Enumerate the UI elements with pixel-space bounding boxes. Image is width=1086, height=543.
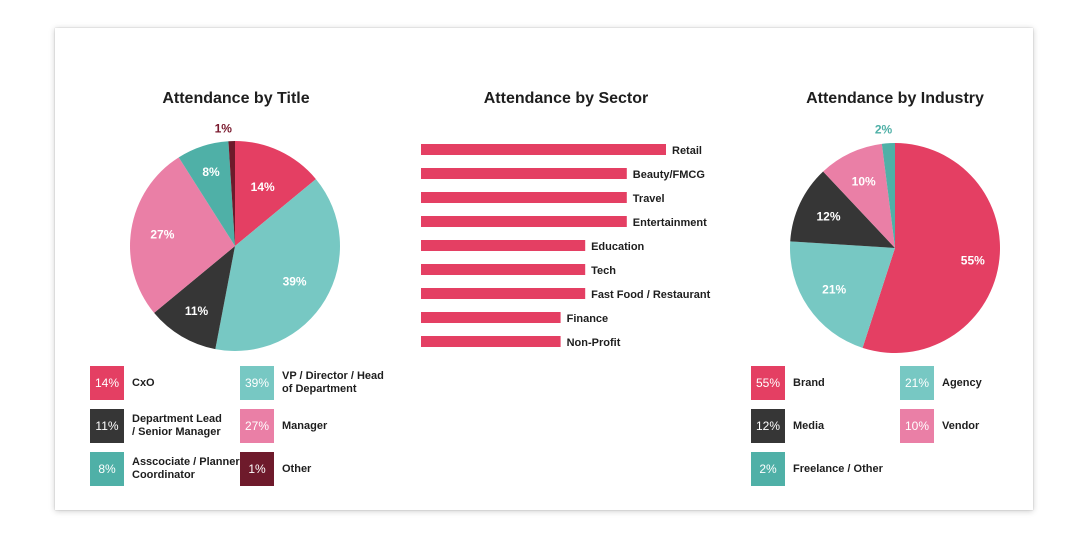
legend-label: Other <box>282 462 312 475</box>
legend-swatch: 1% <box>240 452 274 486</box>
pie-slice-agency <box>790 241 895 348</box>
pie-slice-vp-director-head-of-department <box>215 179 340 352</box>
bar-finance <box>421 312 561 323</box>
bar-fast-food-restaurant <box>421 288 586 299</box>
pie-slice-manager <box>130 157 235 313</box>
pie-label-cxo: 14% <box>251 180 275 194</box>
pie-label-manager: 27% <box>150 228 174 242</box>
legend-swatch: 55% <box>751 366 785 400</box>
pie-slice-cxo <box>235 141 316 246</box>
pie-label-asscociate-planner-coordinator: 8% <box>202 165 220 179</box>
legend-label: CxO <box>132 376 155 389</box>
legend-label: Media <box>793 419 825 432</box>
legend-label: Brand <box>793 376 825 389</box>
bar-label-finance: Finance <box>567 313 609 325</box>
legend-label: Department Lead / Senior Manager <box>132 413 222 438</box>
pie-label-other: 1% <box>215 122 233 136</box>
legend-label: Manager <box>282 419 328 432</box>
legend-label: Freelance / Other <box>793 462 883 475</box>
pie-slice-vendor <box>823 143 895 248</box>
pie-slice-asscociate-planner-coordinator <box>178 141 235 246</box>
bar-education <box>421 240 586 251</box>
bar-label-non-profit: Non-Profit <box>567 337 621 349</box>
legend-swatch: 11% <box>90 409 124 443</box>
legend-swatch: 39% <box>240 366 274 400</box>
legend-swatch: 8% <box>90 452 124 486</box>
legend-swatch: 21% <box>900 366 934 400</box>
pie-label-vendor: 10% <box>852 175 876 189</box>
pie-slice-freelance-other <box>881 143 895 248</box>
title-by-industry: Attendance by Industry <box>806 90 984 107</box>
bar-entertainment <box>421 216 627 227</box>
pie-label-media: 12% <box>816 210 840 224</box>
title-by-title: Attendance by Title <box>162 90 310 107</box>
legend-swatch: 27% <box>240 409 274 443</box>
bar-label-fast-food-restaurant: Fast Food / Restaurant <box>591 289 711 301</box>
bar-label-travel: Travel <box>633 193 665 205</box>
legend-swatch: 14% <box>90 366 124 400</box>
bar-label-retail: Retail <box>672 145 702 157</box>
legend-swatch: 12% <box>751 409 785 443</box>
legend-label: Asscociate / Planner Coordinator <box>132 456 240 481</box>
pie-label-vp-director-head-of-department: 39% <box>283 274 307 288</box>
pie-label-department-lead-senior-manager: 11% <box>185 304 209 318</box>
pie-slice-other <box>228 141 235 246</box>
pie-label-brand: 55% <box>961 253 985 267</box>
bar-label-entertainment: Entertainment <box>633 217 707 229</box>
legend-label: VP / Director / Head of Department <box>282 370 384 395</box>
pie-label-agency: 21% <box>822 282 846 296</box>
bar-retail <box>421 144 666 155</box>
bar-tech <box>421 264 586 275</box>
title-by-sector: Attendance by Sector <box>483 90 649 107</box>
pie-slice-brand <box>862 143 1000 353</box>
pie-slice-department-lead-senior-manager <box>154 246 235 350</box>
bar-label-beauty-fmcg: Beauty/FMCG <box>633 169 705 181</box>
legend-label: Vendor <box>942 419 980 432</box>
pie-label-freelance-other: 2% <box>875 123 893 137</box>
bar-travel <box>421 192 627 203</box>
legend-swatch: 2% <box>751 452 785 486</box>
pie-slice-media <box>790 171 895 248</box>
legend-swatch: 10% <box>900 409 934 443</box>
bar-label-tech: Tech <box>591 265 616 277</box>
bar-beauty-fmcg <box>421 168 627 179</box>
legend-label: Agency <box>942 376 982 389</box>
bar-label-education: Education <box>591 241 644 253</box>
bar-non-profit <box>421 336 561 347</box>
